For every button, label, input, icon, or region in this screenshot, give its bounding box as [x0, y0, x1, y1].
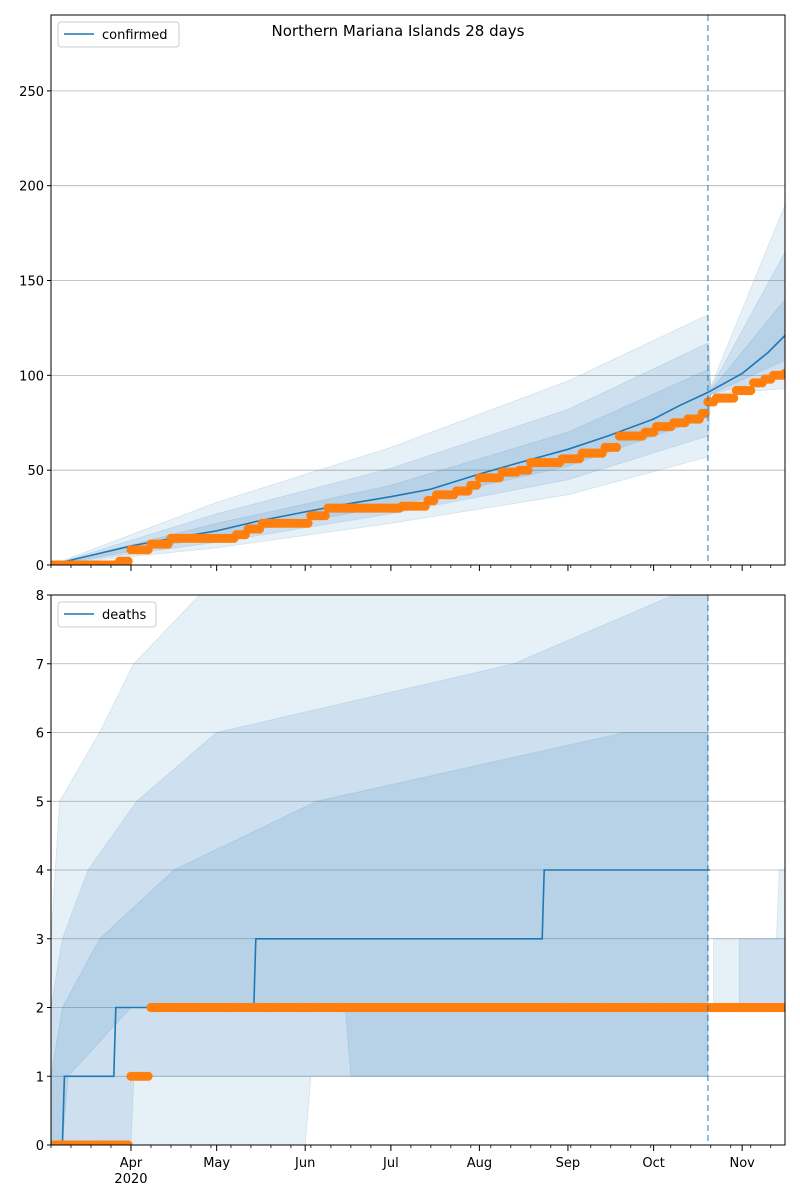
confirmed-ytick-label: 200: [19, 180, 44, 195]
deaths-legend-label: deaths: [102, 608, 147, 623]
confirmed-observed-point: [611, 442, 622, 452]
confirmed-ytick-label: 100: [19, 369, 44, 384]
deaths-legend-box: [57, 601, 157, 628]
deaths-ytick-label: 8: [36, 589, 44, 604]
deaths-xtick-label: May: [203, 1156, 230, 1171]
deaths-xtick-year-label: 2020: [114, 1172, 147, 1187]
deaths-panel: 0 1 2 3 4 5 6 7 8 Apr May Jun Jul Aug Sep Oct Nov 2020 dea…: [36, 589, 786, 1187]
deaths-observed-point: [123, 1140, 133, 1145]
deaths-xtick-label: Apr: [120, 1156, 143, 1171]
deaths-ytick-label: 0: [36, 1139, 44, 1154]
confirmed-legend-label: confirmed: [102, 28, 168, 43]
deaths-xtick-label: Aug: [467, 1156, 492, 1171]
deaths-ytick-label: 1: [36, 1070, 44, 1085]
confirmed-ytick-label: 250: [19, 85, 44, 100]
deaths-observed-series: [51, 1002, 785, 1145]
chart-title: Northern Mariana Islands 28 days: [272, 22, 525, 40]
deaths-observed-point: [780, 1002, 785, 1013]
deaths-ytick-label: 3: [36, 933, 44, 948]
deaths-ytick-label: 4: [36, 864, 44, 879]
confirmed-band-outer: [51, 204, 785, 565]
confirmed-legend-box: [57, 21, 180, 48]
confirmed-ytick-label: 0: [36, 559, 44, 574]
deaths-forecast-band-middle: [738, 938, 785, 1008]
deaths-xtick-label: Sep: [556, 1156, 581, 1171]
deaths-ytick-label: 5: [36, 795, 44, 810]
deaths-plot-area: [51, 595, 785, 1145]
deaths-xtick-label: Jun: [294, 1156, 315, 1171]
deaths-ytick-label: 2: [36, 1002, 44, 1017]
confirmed-legend: confirmed: [57, 21, 180, 48]
confirmed-observed-point: [303, 518, 313, 528]
confirmed-panel: 0 50 100 150 200 250 confirmed: [19, 14, 786, 574]
confirmed-ytick-label: 150: [19, 275, 44, 290]
confirmed-observed-series: [51, 368, 785, 565]
confirmed-ytick-label: 50: [27, 464, 44, 479]
confirmed-observed-point: [746, 385, 756, 396]
deaths-legend: deaths: [57, 601, 157, 628]
confirmed-axes-frame: [50, 14, 786, 566]
deaths-observed-point: [143, 1071, 153, 1081]
confirmed-observed-point: [523, 465, 533, 475]
deaths-ytick-label: 6: [36, 727, 44, 742]
deaths-ytick-label: 7: [36, 658, 44, 673]
confirmed-observed-point: [320, 511, 330, 521]
deaths-xtick-label: Oct: [642, 1156, 664, 1171]
confirmed-plot-area: [51, 90, 785, 565]
confirmed-observed-point: [729, 393, 739, 403]
deaths-xtick-label: Nov: [729, 1156, 755, 1171]
confirmed-observed-point: [471, 480, 482, 490]
deaths-xtick-label: Jul: [382, 1156, 399, 1171]
confirmed-observed-point: [123, 556, 133, 565]
confirmed-observed-point: [780, 368, 785, 378]
